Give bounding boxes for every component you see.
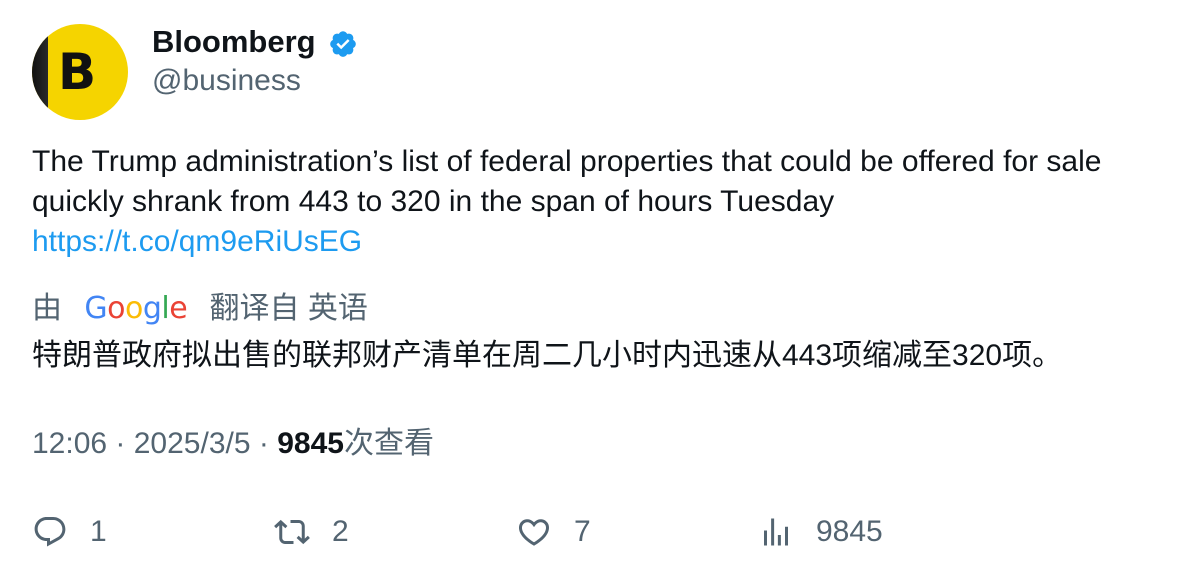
translation-suffix: 翻译自 英语 (209, 292, 368, 326)
analytics-icon (764, 518, 788, 546)
reply-button[interactable]: 1 (32, 510, 107, 554)
heart-icon (518, 519, 550, 546)
tweet-link[interactable]: https://t.co/qm9eRiUsEG (32, 225, 363, 258)
views-label: 次查看 (343, 427, 434, 460)
tweet-body: The Trump administration’s list of feder… (32, 142, 1162, 262)
translated-text: 特朗普政府拟出售的联邦财产清单在周二几小时内迅速从443项缩减至320项。 (32, 339, 1063, 372)
views-count: 9845 (277, 427, 344, 460)
retweet-button[interactable]: 2 (274, 510, 349, 554)
avatar-letter: B (58, 43, 97, 101)
avatar[interactable]: B (32, 24, 128, 120)
tweet-text: The Trump administration’s list of feder… (32, 145, 1102, 218)
reply-icon (34, 517, 66, 547)
tweet-meta: 12:06 · 2025/3/5 · 9845次查看 (32, 424, 434, 464)
author-handle[interactable]: @business (152, 64, 301, 97)
translation-prefix: 由 (32, 292, 62, 326)
translation-attribution: 由 Google 翻译自 英语 (32, 288, 368, 328)
meta-separator: · (107, 427, 134, 460)
like-button[interactable]: 7 (516, 510, 591, 554)
views-action-count: 9845 (816, 515, 883, 548)
action-bar: 1 2 7 9845 (0, 510, 1196, 554)
retweet-count: 2 (332, 515, 349, 548)
tweet-date[interactable]: 2025/3/5 (133, 427, 251, 460)
like-count: 7 (574, 515, 591, 548)
tweet-time[interactable]: 12:06 (32, 427, 108, 460)
author-name[interactable]: Bloomberg (152, 24, 316, 59)
verified-badge-icon (330, 31, 356, 57)
retweet-icon (274, 519, 310, 545)
google-logo: Google (84, 291, 188, 327)
avatar-shade (32, 24, 48, 120)
views-button[interactable]: 9845 (758, 510, 883, 554)
reply-count: 1 (90, 515, 107, 548)
meta-separator: · (250, 427, 278, 460)
